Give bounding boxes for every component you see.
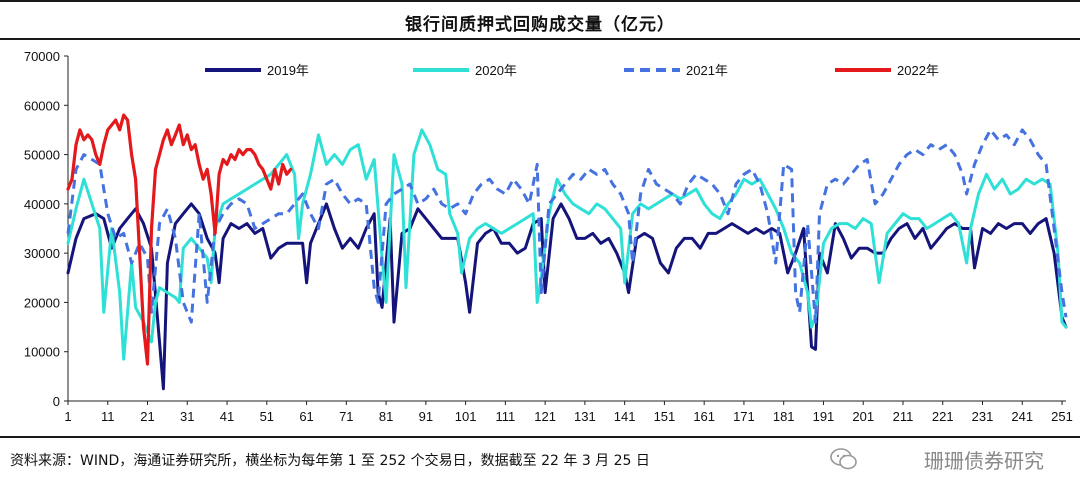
legend-label-1: 2019年 [267, 63, 309, 78]
x-tick-label: 171 [733, 409, 755, 424]
y-tick-label: 0 [53, 394, 60, 409]
legend: 2019年 2020年 2021年 2022年 [205, 63, 939, 78]
legend-label-2: 2020年 [475, 63, 517, 78]
x-tick-label: 51 [260, 409, 274, 424]
x-tick-label: 141 [614, 409, 636, 424]
x-tick-label: 231 [972, 409, 994, 424]
x-tick-label: 151 [654, 409, 676, 424]
title-bar: 银行间质押式回购成交量（亿元） [0, 0, 1080, 40]
x-tick-label: 211 [893, 409, 914, 424]
x-tick-label: 241 [1011, 409, 1033, 424]
x-tick-label: 121 [534, 409, 556, 424]
x-tick-label: 91 [419, 409, 433, 424]
y-tick-label: 70000 [24, 49, 60, 64]
series-line-3 [66, 128, 1068, 324]
watermark: 珊珊债券研究 [924, 449, 1044, 473]
series-layer [66, 113, 1068, 391]
legend-label-3: 2021年 [686, 63, 728, 78]
x-tick-label: 251 [1051, 409, 1073, 424]
chart-title: 银行间质押式回购成交量（亿元） [405, 15, 675, 35]
source-note: 资料来源：WIND，海通证券研究所，横坐标为每年第 1 至 252 个交易日，数… [10, 453, 650, 469]
x-tick-label: 191 [813, 409, 835, 424]
series-line-4 [66, 113, 293, 366]
x-tick-label: 161 [693, 409, 715, 424]
series-line-2 [66, 128, 1068, 361]
wechat-icon [830, 448, 857, 470]
y-tick-label: 60000 [24, 98, 60, 113]
y-tick-label: 10000 [24, 345, 60, 360]
x-tick-label: 101 [455, 409, 477, 424]
x-tick-label: 181 [773, 409, 795, 424]
x-tick-label: 11 [101, 409, 115, 424]
x-tick-label: 1 [64, 409, 71, 424]
x-tick-label: 131 [574, 409, 596, 424]
x-tick-label: 111 [495, 409, 515, 424]
y-tick-label: 50000 [24, 148, 60, 163]
x-tick-label: 201 [852, 409, 874, 424]
footer: 资料来源：WIND，海通证券研究所，横坐标为每年第 1 至 252 个交易日，数… [0, 436, 1080, 487]
x-tick-label: 21 [140, 409, 154, 424]
x-tick-label: 71 [339, 409, 353, 424]
y-tick-label: 20000 [24, 295, 60, 310]
y-tick-label: 30000 [24, 246, 60, 261]
y-tick-label: 40000 [24, 197, 60, 212]
series-line-1 [66, 202, 1068, 391]
x-tick-label: 221 [932, 409, 954, 424]
x-tick-label: 31 [180, 409, 194, 424]
legend-label-4: 2022年 [897, 63, 939, 78]
x-tick-label: 41 [220, 409, 234, 424]
x-tick-label: 81 [379, 409, 393, 424]
x-tick-label: 61 [299, 409, 313, 424]
